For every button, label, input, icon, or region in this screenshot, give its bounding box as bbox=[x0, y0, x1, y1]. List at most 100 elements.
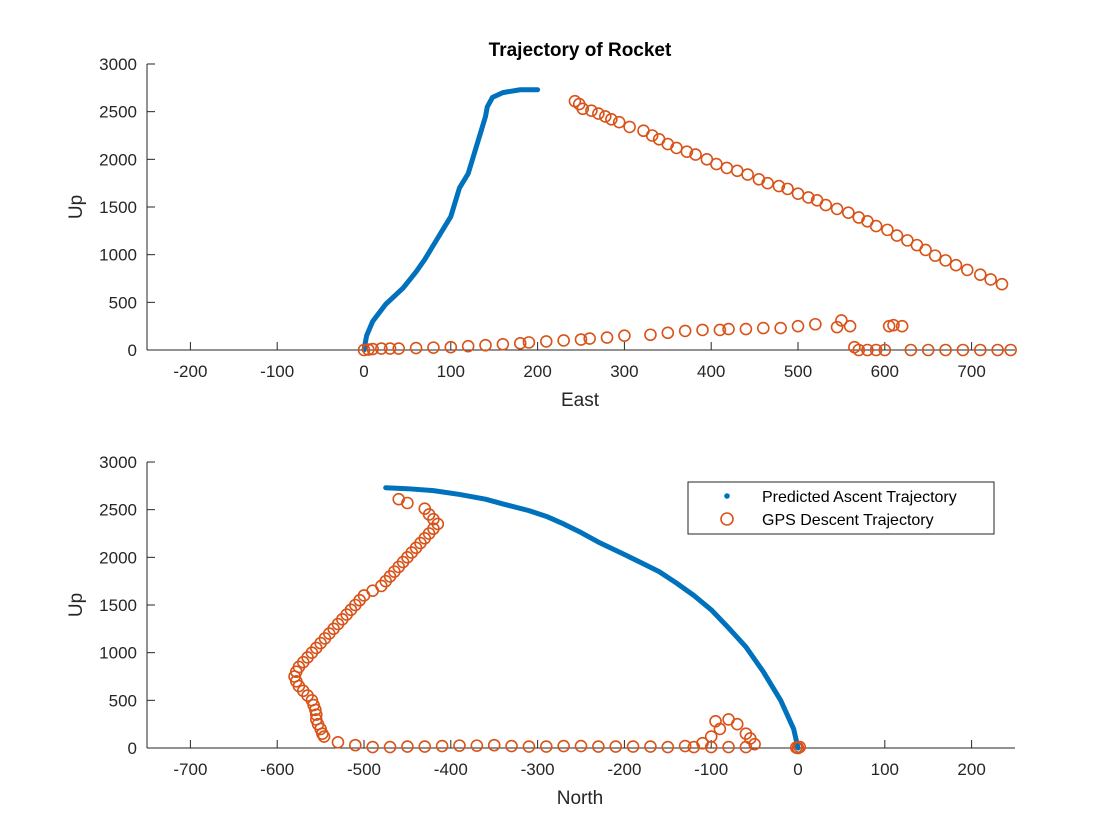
x-tick-label: 100 bbox=[871, 760, 899, 779]
gps-point bbox=[576, 102, 590, 116]
ascent-trajectory-line bbox=[383, 485, 801, 751]
gps-point bbox=[609, 740, 623, 753]
gps-point bbox=[618, 329, 631, 343]
gps-point bbox=[881, 223, 894, 237]
gps-point bbox=[704, 740, 718, 754]
gps-point bbox=[366, 342, 379, 356]
gps-point bbox=[522, 336, 536, 349]
ascent-trajectory-line bbox=[361, 87, 541, 353]
gps-point bbox=[644, 740, 657, 753]
gps-point bbox=[696, 323, 709, 337]
gps-point bbox=[956, 343, 970, 357]
gps-point bbox=[919, 243, 932, 257]
legend-marker-circle bbox=[720, 512, 734, 526]
x-tick-label: -700 bbox=[173, 760, 207, 779]
gps-point bbox=[349, 738, 362, 752]
x-tick-label: 200 bbox=[957, 760, 985, 779]
gps-point bbox=[623, 120, 636, 134]
gps-point bbox=[574, 739, 588, 753]
gps-point bbox=[496, 337, 510, 351]
gps-point bbox=[678, 324, 692, 338]
gps-point bbox=[592, 740, 605, 753]
gps-point bbox=[505, 739, 518, 753]
gps-point bbox=[357, 343, 371, 357]
gps-point bbox=[713, 323, 727, 337]
x-tick-label: -100 bbox=[260, 362, 294, 381]
gps-point bbox=[791, 319, 805, 333]
gps-point bbox=[835, 314, 848, 327]
gps-point bbox=[709, 715, 722, 728]
gps-point bbox=[739, 322, 753, 336]
gps-point bbox=[599, 110, 612, 123]
gps-point bbox=[991, 343, 1004, 357]
gps-point bbox=[605, 112, 618, 126]
gps-point bbox=[802, 191, 815, 204]
gps-point bbox=[427, 341, 440, 354]
gps-point bbox=[557, 334, 570, 347]
gps-point bbox=[869, 343, 883, 357]
y-tick-label: 0 bbox=[128, 341, 137, 360]
gps-point bbox=[687, 740, 701, 754]
x-tick-label: 700 bbox=[957, 362, 985, 381]
y-ticks: 0 500 1000 1500 2000 2500 3000 bbox=[99, 453, 155, 758]
y-tick-label: 1000 bbox=[99, 644, 137, 663]
gps-point bbox=[401, 496, 414, 510]
gps-point bbox=[722, 740, 735, 754]
gps-point bbox=[781, 182, 794, 196]
gps-point bbox=[331, 735, 345, 749]
gps-point bbox=[878, 343, 892, 357]
x-tick-label: 0 bbox=[359, 362, 368, 381]
gps-point bbox=[444, 340, 458, 354]
gps-point bbox=[843, 319, 857, 333]
gps-point bbox=[895, 319, 909, 333]
gps-point bbox=[869, 219, 883, 233]
gps-point bbox=[600, 331, 614, 344]
x-tick-label: 500 bbox=[784, 362, 812, 381]
x-tick-label: -500 bbox=[347, 760, 381, 779]
gps-point bbox=[661, 326, 675, 340]
x-tick-label: -300 bbox=[521, 760, 555, 779]
y-tick-label: 3000 bbox=[99, 55, 137, 74]
y-tick-label: 0 bbox=[128, 739, 137, 758]
gps-point bbox=[522, 740, 536, 753]
gps-point bbox=[921, 343, 935, 357]
gps-point bbox=[904, 343, 918, 357]
y-tick-label: 500 bbox=[109, 691, 137, 710]
gps-point bbox=[995, 277, 1009, 291]
gps-point bbox=[819, 198, 833, 212]
gps-point bbox=[984, 273, 997, 286]
gps-point bbox=[435, 739, 449, 753]
gps-point bbox=[928, 249, 942, 262]
gps-point bbox=[748, 737, 761, 751]
x-axis-label: East bbox=[561, 390, 600, 411]
gps-point bbox=[973, 268, 987, 281]
gps-point bbox=[453, 739, 466, 752]
gps-point bbox=[383, 740, 397, 754]
gps-point bbox=[939, 254, 952, 267]
y-tick-label: 500 bbox=[109, 293, 137, 312]
y-tick-label: 3000 bbox=[99, 453, 137, 472]
gps-point bbox=[973, 343, 987, 357]
y-tick-label: 2500 bbox=[99, 103, 137, 122]
gps-point bbox=[644, 328, 657, 342]
gps-point bbox=[680, 145, 694, 159]
gps-point bbox=[789, 741, 803, 754]
gps-point bbox=[479, 338, 492, 352]
gps-point bbox=[362, 343, 375, 356]
gps-point bbox=[574, 333, 588, 346]
x-tick-label: -200 bbox=[173, 362, 207, 381]
gps-point bbox=[830, 320, 844, 334]
x-tick-label: 0 bbox=[793, 760, 802, 779]
gps-point bbox=[418, 740, 432, 753]
gps-point bbox=[689, 148, 702, 161]
gps-point bbox=[383, 342, 397, 355]
subplot-top: Trajectory of Rocket -200 -100 0 100 200 300 4… bbox=[66, 40, 1017, 411]
gps-point bbox=[461, 339, 475, 353]
x-ticks: -200 -100 0 100 200 300 400 500 600 700 bbox=[173, 342, 986, 381]
gps-point bbox=[774, 321, 787, 335]
y-axis-label: Up bbox=[66, 195, 87, 219]
gps-point bbox=[887, 318, 900, 332]
gps-point bbox=[939, 343, 952, 357]
x-tick-label: 400 bbox=[697, 362, 725, 381]
